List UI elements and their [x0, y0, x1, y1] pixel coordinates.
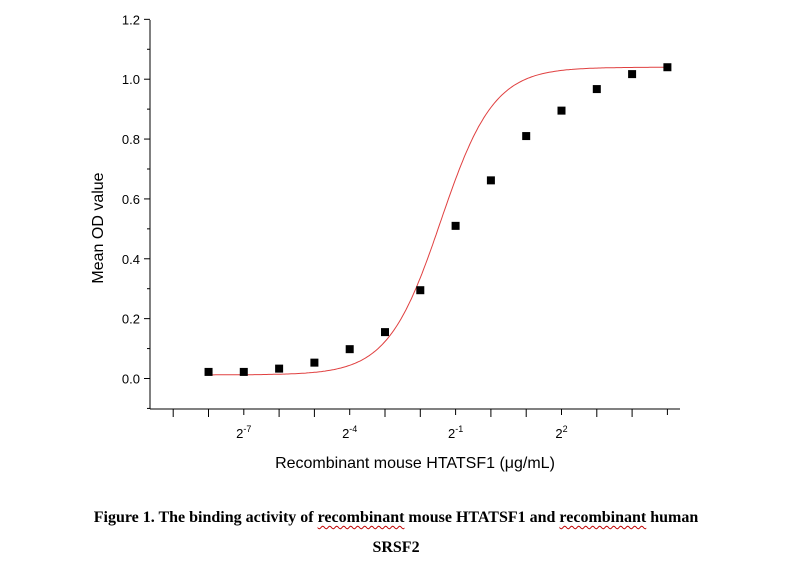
data-point	[628, 70, 637, 79]
data-point	[486, 176, 495, 185]
x-ticks: 2-7 2-4 2-1 22	[172, 409, 668, 441]
y-tick-label: 1.2	[122, 12, 140, 27]
caption-text-2: recombinant	[317, 509, 405, 526]
data-points	[204, 63, 672, 376]
y-tick-label: 0.6	[122, 192, 140, 207]
y-tick-label: 1.0	[122, 72, 140, 87]
caption-text-1: Figure 1. The binding activity of	[93, 509, 318, 526]
data-point	[522, 132, 531, 141]
y-tick-label: 0.8	[122, 132, 140, 147]
y-axis-title: Mean OD value	[90, 172, 107, 283]
data-point	[451, 221, 460, 230]
figure-caption-line2: SRSF2	[0, 539, 792, 557]
x-tick-label: 2-4	[342, 424, 357, 441]
x-axis-title: Recombinant mouse HTATSF1 (μg/mL)	[275, 455, 555, 472]
chart-axes	[149, 20, 680, 410]
figure-caption: Figure 1. The binding activity of recomb…	[0, 509, 792, 527]
caption-text-6: SRSF2	[372, 539, 420, 556]
data-point	[345, 345, 354, 354]
data-point	[557, 106, 566, 115]
data-point	[592, 85, 601, 94]
y-tick-label: 0.4	[122, 252, 140, 267]
data-point	[310, 358, 319, 367]
y-tick-label: 0.0	[122, 372, 140, 387]
caption-text-4: recombinant	[559, 509, 647, 526]
caption-text-3: mouse HTATSF1 and	[404, 509, 560, 526]
data-point	[381, 328, 389, 337]
data-point	[239, 367, 248, 376]
data-point	[204, 367, 213, 376]
data-point	[275, 364, 284, 373]
chart: 0.0 0.2 0.4 0.6 0.8 1.0 1.2 2-7 2-4 2-1 22 Mean O…	[90, 12, 680, 472]
caption-text-5: human	[646, 509, 699, 526]
y-tick-label: 0.2	[122, 312, 140, 327]
data-point	[663, 63, 672, 72]
x-tick-label: 2-1	[448, 424, 463, 441]
y-ticks: 0.0 0.2 0.4 0.6 0.8 1.0 1.2	[122, 12, 150, 409]
data-point	[416, 286, 425, 295]
x-tick-label: 2-7	[236, 424, 251, 441]
x-tick-label: 22	[555, 424, 567, 441]
fit-curve	[208, 66, 668, 376]
